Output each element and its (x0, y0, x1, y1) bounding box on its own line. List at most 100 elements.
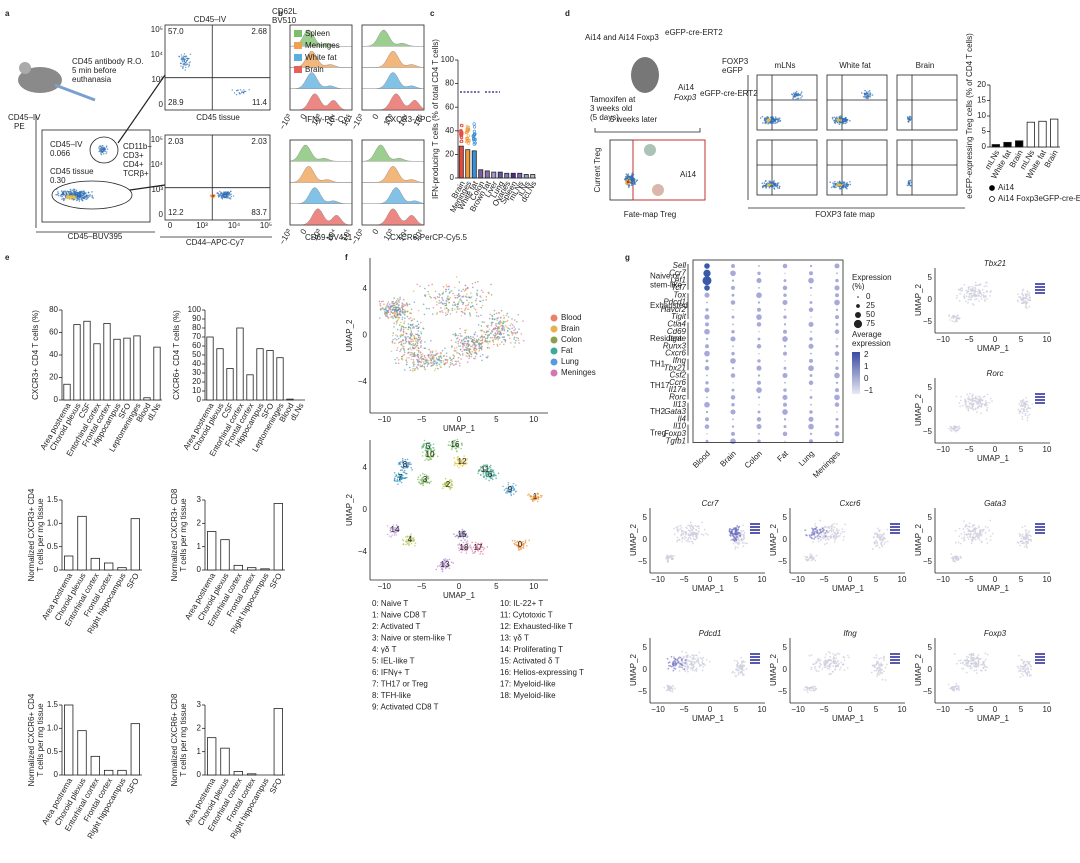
cell-dot (431, 362, 433, 365)
cell-dot (967, 407, 970, 409)
cell-dot (836, 184, 838, 187)
cell-dot (402, 305, 405, 308)
cell-dot (692, 542, 694, 545)
cell-dot (226, 192, 229, 195)
cell-dot (444, 482, 447, 484)
cell-dot (742, 545, 745, 548)
cell-dot (429, 444, 432, 447)
label: −10 (936, 335, 950, 344)
cell-dot (441, 293, 444, 295)
dot (758, 287, 760, 289)
cell-dot (759, 117, 762, 119)
cell-dot (984, 300, 986, 303)
cell-dot (1025, 301, 1027, 304)
cell-dot (406, 310, 409, 312)
cell-dot (426, 477, 428, 480)
cell-dot (837, 183, 840, 186)
cell-dot (398, 316, 401, 319)
cell-dot (421, 355, 423, 358)
dot (834, 394, 840, 401)
dot (834, 351, 840, 356)
cell-dot (949, 319, 951, 321)
cell-dot (507, 481, 510, 484)
panel-label: f (345, 253, 348, 262)
label: 5 (494, 582, 499, 591)
cell-dot (734, 547, 736, 550)
cell-dot (700, 533, 703, 536)
label: Expression (852, 273, 892, 282)
cell-dot (535, 495, 537, 498)
dot (810, 330, 812, 333)
cell-dot (630, 184, 633, 187)
cell-dot (106, 148, 109, 150)
label: CD45–IV (194, 15, 227, 24)
cell-dot (439, 365, 441, 367)
cell-dot (459, 341, 462, 344)
cell-dot (75, 199, 78, 202)
dot (835, 322, 839, 326)
cell-dot (488, 317, 491, 320)
cell-dot (410, 331, 413, 333)
cell-dot (407, 351, 410, 354)
cell-dot (105, 145, 108, 147)
cell-dot (470, 296, 473, 298)
cell-dot (474, 299, 477, 302)
cell-dot (443, 363, 446, 366)
cell-dot (1028, 296, 1031, 299)
cell-dot (1019, 295, 1022, 298)
cell-dot (409, 354, 411, 356)
cell-dot (502, 485, 504, 488)
cell-dot (424, 459, 426, 461)
cell-dot (497, 339, 500, 341)
cell-dot (974, 287, 977, 290)
cell-dot (464, 329, 466, 332)
cell-dot (454, 332, 457, 335)
label: 2.03 (251, 137, 267, 146)
cell-dot (511, 327, 513, 330)
label: Current Treg (593, 148, 602, 193)
cell-dot (527, 494, 529, 496)
cell-dot (742, 529, 745, 532)
dot (756, 424, 762, 430)
label: UMAP_2 (345, 319, 354, 352)
y-axis-label: T cells per mg tissue (179, 498, 188, 572)
cell-dot (487, 291, 490, 294)
cell-dot (503, 336, 506, 338)
cell-dot (1026, 407, 1029, 409)
cell-dot (484, 337, 487, 340)
cell-dot (378, 317, 381, 319)
cell-dot (729, 539, 732, 542)
cell-dot (482, 291, 484, 294)
cell-dot (413, 337, 416, 340)
cell-dot (501, 324, 504, 327)
cell-dot (501, 336, 504, 339)
cell-dot (486, 330, 488, 332)
cell-dot (429, 295, 431, 298)
cell-dot (465, 329, 468, 331)
cell-dot (503, 327, 505, 330)
cell-dot (466, 352, 469, 354)
panel-label: g (625, 253, 630, 262)
cell-dot (436, 304, 438, 306)
cell-dot (478, 342, 481, 344)
cell-dot (184, 61, 187, 64)
cell-dot (446, 285, 448, 288)
cell-dot (431, 350, 434, 352)
cell-dot (453, 533, 455, 536)
dot (835, 424, 839, 429)
cell-dot (513, 338, 515, 340)
cell-dot (100, 152, 102, 155)
cell-dot (439, 311, 442, 313)
cell-dot (393, 534, 396, 536)
y-tick-label: 0 (54, 770, 59, 779)
cell-dot (513, 326, 515, 328)
cell-dot (181, 59, 183, 62)
dot (809, 337, 813, 341)
cell-dot (483, 475, 486, 477)
cell-dot (411, 468, 413, 471)
cell-dot (416, 283, 418, 286)
cell-dot (401, 318, 403, 321)
cell-dot (909, 115, 911, 118)
cell-dot (409, 317, 412, 319)
cell-dot (970, 298, 973, 301)
